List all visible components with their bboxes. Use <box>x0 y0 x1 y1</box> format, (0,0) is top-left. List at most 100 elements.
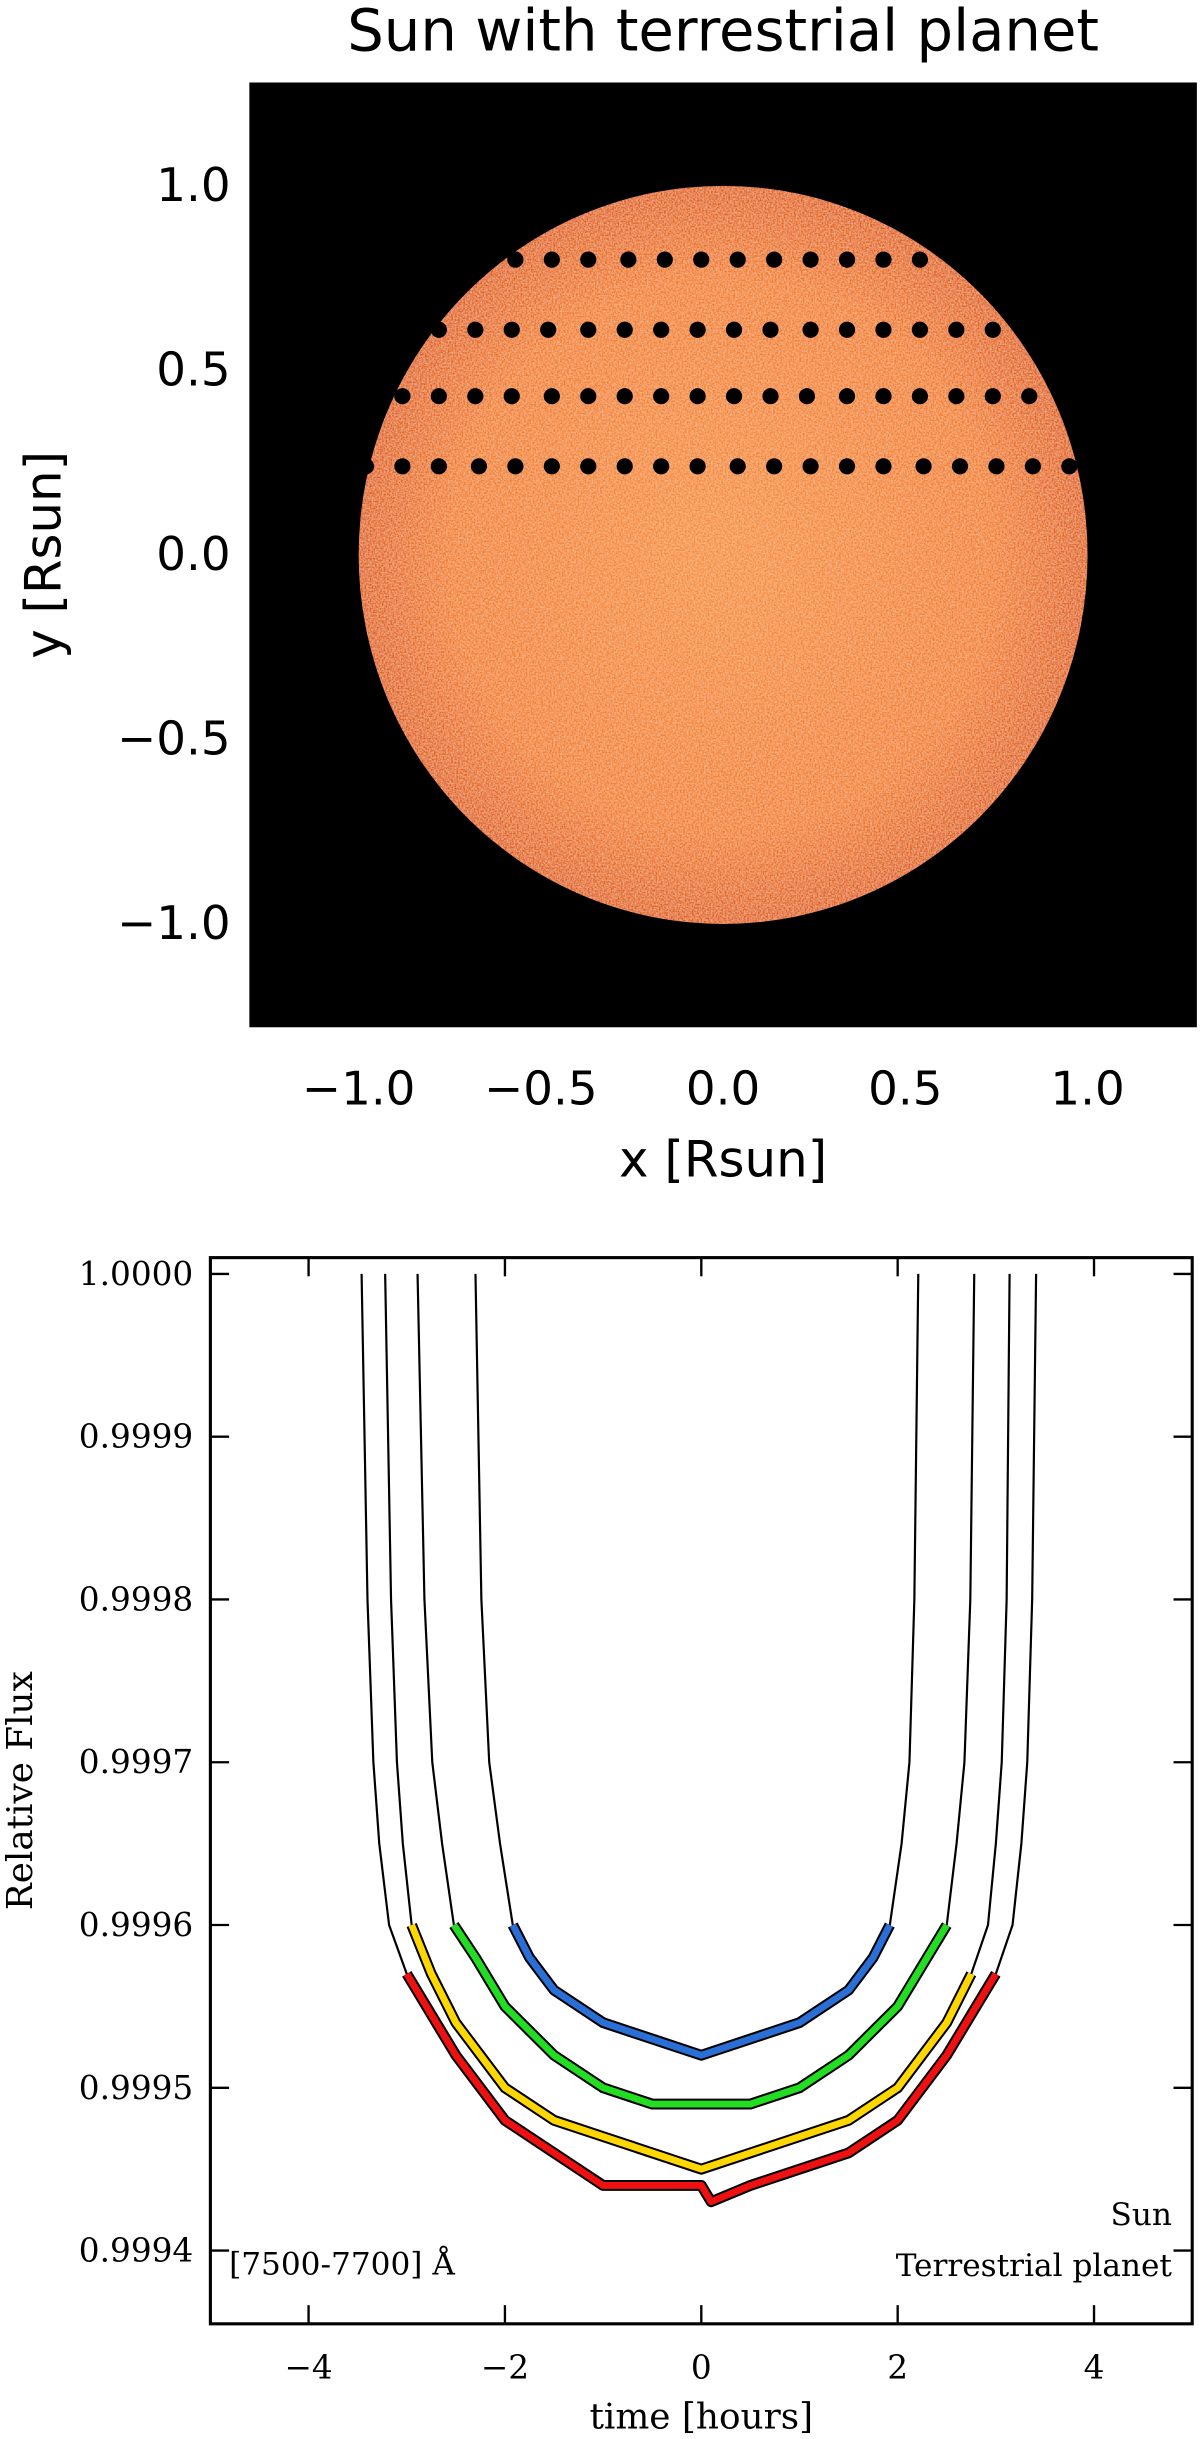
annotation: [7500-7700] Å <box>229 2245 455 2283</box>
planet-position <box>802 251 819 268</box>
planet-position <box>653 458 670 475</box>
annotation: Sun <box>1110 2197 1171 2233</box>
y-tick-label: 0.5 <box>156 343 230 397</box>
plot-area <box>357 185 1088 924</box>
y-tick-label: 1.0000 <box>79 1255 193 1293</box>
x-axis-label: x [Rsun] <box>619 1131 827 1189</box>
planet-position <box>580 251 597 268</box>
planet-position <box>1024 458 1041 475</box>
planet-position <box>543 251 560 268</box>
y-tick-label: 0.9998 <box>79 1580 193 1618</box>
planet-position <box>503 388 520 405</box>
planet-position <box>838 321 856 338</box>
x-tick-label: −0.5 <box>484 1063 598 1117</box>
planet-position <box>467 321 484 338</box>
planet-position <box>911 321 929 338</box>
planet-position <box>580 321 597 338</box>
planet-position <box>875 458 892 475</box>
planet-position <box>802 458 819 475</box>
planet-position <box>911 251 929 268</box>
x-tick-label: 0.5 <box>868 1063 942 1117</box>
planet-position <box>948 321 965 338</box>
planet-position <box>470 458 488 475</box>
y-tick-label: 0.9997 <box>79 1743 193 1781</box>
y-tick-label: 0.0 <box>156 528 230 582</box>
annotation: Terrestrial planet <box>896 2248 1173 2284</box>
planet-position <box>766 251 783 268</box>
flux-band <box>403 1972 999 2206</box>
planet-position <box>507 251 524 268</box>
planet-position <box>988 458 1005 475</box>
planet-position <box>766 458 783 475</box>
y-tick-label: −1.0 <box>117 897 231 951</box>
planet-position <box>503 321 520 338</box>
chart-title: Sun with terrestrial planet <box>347 0 1099 65</box>
y-tick-label: 0.9996 <box>79 1906 193 1944</box>
x-axis-label: time [hours] <box>589 2397 813 2438</box>
planet-position <box>798 388 816 405</box>
planet-position <box>689 321 706 338</box>
x-tick-label: −1.0 <box>302 1063 416 1117</box>
planet-position <box>693 251 710 268</box>
y-tick-label: 0.9999 <box>79 1418 193 1456</box>
planet-position <box>689 388 706 405</box>
planet-position <box>430 321 447 338</box>
planet-position <box>729 251 746 268</box>
x-tick-label: 4 <box>1084 2348 1105 2386</box>
x-tick-label: 0.0 <box>686 1063 760 1117</box>
planet-position <box>430 458 447 475</box>
planet-position <box>915 458 932 475</box>
planet-position <box>357 458 375 475</box>
planet-position <box>653 321 670 338</box>
planet-position <box>543 458 560 475</box>
y-tick-label: 0.9994 <box>79 2232 193 2270</box>
y-axis-label: y [Rsun] <box>15 451 73 659</box>
planet-position <box>951 458 969 475</box>
sun-disk <box>358 185 1088 924</box>
planet-position <box>875 321 892 338</box>
planet-position <box>984 388 1001 405</box>
planet-position <box>948 388 965 405</box>
planet-position <box>394 458 411 475</box>
x-tick-label: −2 <box>481 2348 529 2386</box>
planet-position <box>540 321 557 338</box>
y-tick-label: 1.0 <box>156 159 230 213</box>
planet-position <box>580 388 597 405</box>
planet-position <box>656 251 673 268</box>
planet-position <box>725 388 743 405</box>
flux-band <box>451 1923 950 2108</box>
y-tick-label: −0.5 <box>117 712 231 766</box>
y-axis-label: Relative Flux <box>0 1671 41 1910</box>
planet-position <box>430 388 447 405</box>
plot-area <box>360 1273 1038 2208</box>
planet-position <box>616 388 633 405</box>
planet-position <box>467 388 484 405</box>
planet-position <box>984 321 1001 338</box>
planet-position <box>838 458 856 475</box>
planet-position <box>729 458 746 475</box>
planet-position <box>580 458 597 475</box>
planet-position <box>802 321 819 338</box>
planet-position <box>543 388 560 405</box>
planet-position <box>620 251 637 268</box>
planet-position <box>507 458 524 475</box>
planet-position <box>689 458 706 475</box>
x-tick-label: 1.0 <box>1050 1063 1124 1117</box>
planet-position <box>762 388 779 405</box>
planet-position <box>653 388 670 405</box>
planet-position <box>875 251 892 268</box>
planet-position <box>394 388 411 405</box>
planet-position <box>725 321 743 338</box>
planet-position <box>616 321 633 338</box>
flux-band <box>408 1923 975 2173</box>
planet-position <box>875 388 892 405</box>
planet-position <box>616 458 633 475</box>
x-tick-label: 0 <box>691 2348 712 2386</box>
planet-position <box>838 251 856 268</box>
plot-background <box>210 1257 1193 2324</box>
planet-position <box>762 321 779 338</box>
planet-position <box>1021 388 1038 405</box>
planet-position <box>911 388 929 405</box>
y-tick-label: 0.9995 <box>79 2069 193 2107</box>
